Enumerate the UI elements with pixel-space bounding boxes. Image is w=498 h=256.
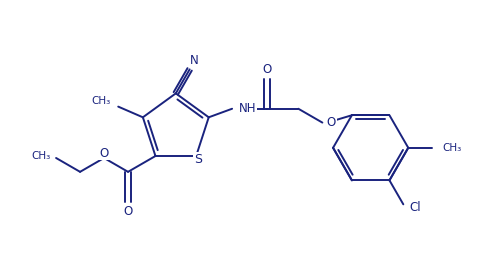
Text: O: O [124,205,132,218]
Text: N: N [190,54,199,67]
Text: CH₃: CH₃ [91,96,111,106]
Text: O: O [262,63,271,76]
Text: O: O [100,146,109,159]
Text: NH: NH [239,102,256,115]
Text: CH₃: CH₃ [31,151,50,161]
Text: Cl: Cl [409,201,421,214]
Text: O: O [326,116,336,129]
Text: S: S [194,153,202,166]
Text: CH₃: CH₃ [442,143,461,153]
